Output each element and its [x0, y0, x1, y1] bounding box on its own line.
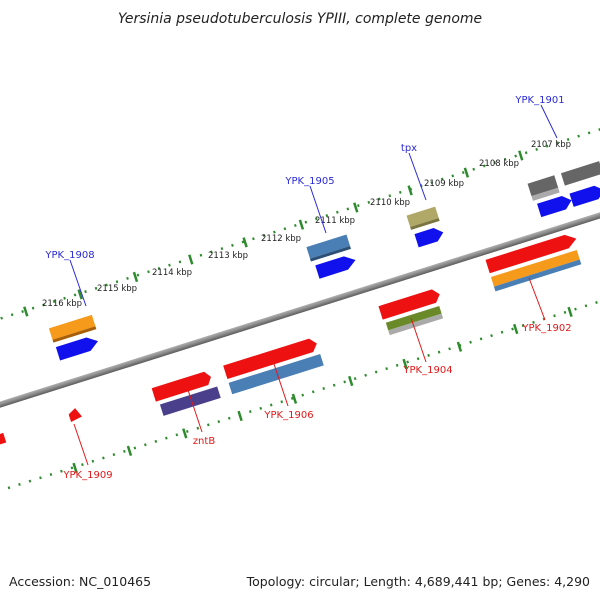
tick-track-lower [0, 260, 600, 516]
gene-zntb[interactable] [151, 369, 221, 417]
gene-ypk1909[interactable] [67, 407, 82, 423]
leader-line [540, 104, 558, 139]
tick-label: 2112 kbp [261, 234, 301, 244]
gene-ypk1906[interactable] [223, 337, 324, 395]
leader-line [187, 389, 203, 433]
gene-ypk1908-blue[interactable] [55, 335, 100, 361]
leader-line [410, 317, 427, 363]
tick-label: 2109 kbp [424, 179, 464, 189]
tick-label: 2113 kbp [208, 251, 248, 261]
leader-line [408, 152, 427, 201]
gene-label-ypk1908[interactable]: YPK_1908 [44, 250, 94, 261]
gene-tpx[interactable] [406, 206, 440, 230]
gene-label-zntb[interactable]: zntB [193, 436, 216, 447]
gene-ypk1905[interactable] [306, 234, 351, 262]
gene-ypk1901-blue[interactable] [537, 194, 574, 218]
gene-ypk1903-blue[interactable] [569, 183, 600, 207]
gene-ypk1904[interactable] [378, 288, 446, 336]
genome-summary-text: Topology: circular; Length: 4,689,441 bp… [246, 574, 590, 589]
gene-label-ypk1909[interactable]: YPK_1909 [62, 470, 112, 481]
gene-ypk1908[interactable] [48, 314, 97, 343]
tick-label: 2110 kbp [370, 198, 410, 208]
tick-label: 2111 kbp [315, 216, 355, 226]
gene-ypk1901[interactable] [527, 175, 560, 201]
tick-label: 2116 kbp [42, 299, 82, 309]
gene-tpx-blue[interactable] [414, 226, 445, 248]
gene-ypk1901-right[interactable] [560, 161, 600, 186]
gene-label-ypk1905[interactable]: YPK_1905 [284, 176, 334, 187]
leader-line [273, 363, 289, 407]
genome-backbone [0, 180, 600, 440]
gene-label-ypk1904[interactable]: YPK_1904 [402, 365, 452, 376]
tick-label: 2108 kbp [479, 159, 519, 169]
accession-text: Accession: NC_010465 [9, 574, 151, 589]
gene-label-ypk1906[interactable]: YPK_1906 [263, 410, 313, 421]
tick-label: 2115 kbp [97, 284, 137, 294]
leader-line [309, 185, 327, 234]
page-title: Yersinia pseudotuberculosis YPIII, compl… [118, 11, 482, 27]
gene-label-tpx[interactable]: tpx [401, 143, 417, 154]
tick-label: 2107 kbp [531, 140, 571, 150]
gene-label-ypk1901[interactable]: YPK_1901 [514, 95, 564, 106]
leader-line [69, 259, 87, 307]
gene-label-ypk1902[interactable]: YPK_1902 [521, 323, 571, 334]
leader-line [73, 423, 89, 466]
tick-label: 2114 kbp [152, 268, 192, 278]
gene-ypk1905-blue[interactable] [315, 253, 357, 279]
gene-ypk1902[interactable] [485, 232, 585, 292]
gene-far-left-red[interactable] [0, 432, 7, 446]
leader-line [528, 277, 546, 321]
